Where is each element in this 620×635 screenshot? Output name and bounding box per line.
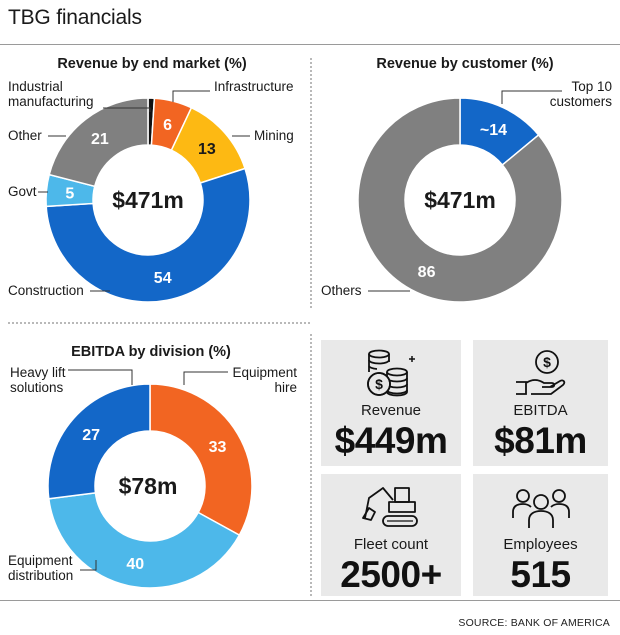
stat-label: Revenue [321,402,461,419]
excavator-icon [321,482,461,532]
people-icon [473,482,608,532]
stat-value: 515 [473,554,608,596]
stat-tile-ebitda: $ EBITDA $81m [473,340,608,466]
stat-value: $449m [321,420,461,462]
callout-equip-hire-line2: hire [274,380,297,395]
stat-value: $81m [473,420,608,462]
coins-icon: $ [321,348,461,398]
callout-heavy-lift-line1: Heavy lift [10,365,66,380]
callout-heavy-lift-line2: solutions [10,380,64,395]
source-credit: SOURCE: BANK OF AMERICA [458,617,610,629]
slice-value-label: 33 [209,439,227,456]
leader-equip-hire [184,372,228,385]
stat-label: Employees [473,536,608,553]
callout-equip-hire-line1: Equipment [232,365,297,380]
slice-value-label: 27 [82,427,100,444]
stat-label: EBITDA [473,402,608,419]
stat-label: Fleet count [321,536,461,553]
stat-value: 2500+ [321,554,461,596]
hand-dollar-icon: $ [473,348,608,398]
center-total: $78m [119,473,178,499]
stat-tile-employees: Employees 515 [473,474,608,596]
donut-slice-equipment-hire [150,384,252,535]
slice-value-label: 40 [126,556,144,573]
source-divider [0,600,620,601]
stat-tile-fleet: Fleet count 2500+ [321,474,461,596]
chart-title: EBITDA by division (%) [71,344,231,360]
callout-equip-dist-line2: distribution [8,568,73,583]
stat-tile-revenue: $ Revenue $449m [321,340,461,466]
callout-equip-dist-line1: Equipment [8,553,73,568]
leader-heavy-lift [68,370,132,385]
svg-text:$: $ [543,354,551,370]
svg-text:$: $ [375,376,383,392]
